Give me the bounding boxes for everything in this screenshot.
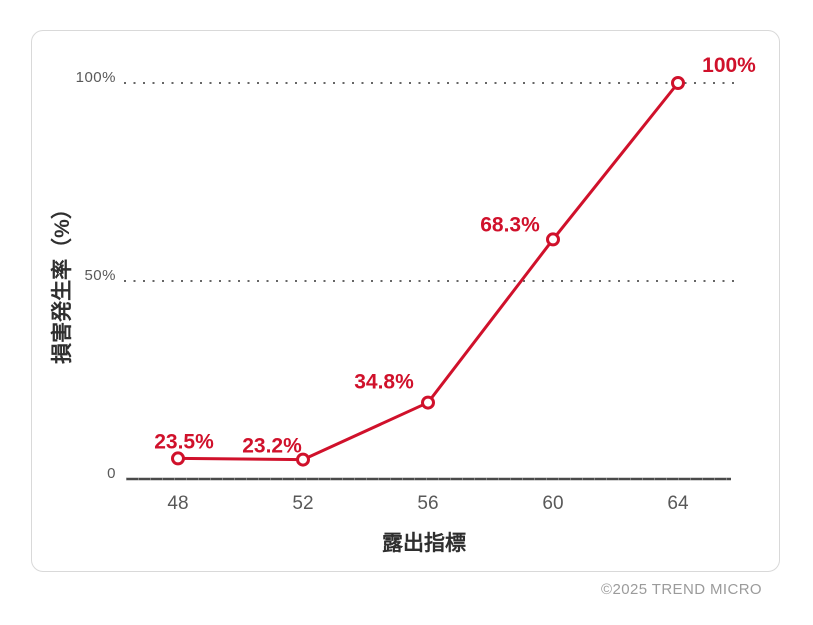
data-point-marker-52 <box>296 452 310 467</box>
copyright-text: ©2025 TREND MICRO <box>601 581 762 598</box>
data-point-label-48: 23.5% <box>154 430 214 453</box>
xtick-label-56: 56 <box>417 493 438 514</box>
line-chart: 0 50% 100% 23.5% 23.2% 34.8% 68.3% 100% 48 52 56 60… <box>50 54 756 555</box>
data-point-label-64: 100% <box>702 54 756 77</box>
data-point-marker-56 <box>421 395 435 410</box>
y-axis-title: 損害発生率（%） <box>50 198 74 364</box>
xtick-label-64: 64 <box>667 493 689 514</box>
data-point-marker-48 <box>171 451 185 466</box>
xtick-label-52: 52 <box>292 493 313 514</box>
data-point-label-56: 34.8% <box>354 371 414 394</box>
ytick-label-0: 0 <box>107 465 116 482</box>
x-axis-title: 露出指標 <box>382 531 466 555</box>
ytick-label-50%: 50% <box>84 267 116 284</box>
data-point-label-60: 68.3% <box>480 213 540 236</box>
xtick-label-48: 48 <box>167 493 188 514</box>
data-point-label-52: 23.2% <box>242 435 302 458</box>
data-point-marker-60 <box>546 232 560 247</box>
xtick-label-60: 60 <box>542 493 563 514</box>
chart-card: 0 50% 100% 23.5% 23.2% 34.8% 68.3% 100% 48 52 56 60… <box>31 30 780 572</box>
ytick-label-100%: 100% <box>76 69 116 86</box>
data-point-marker-64 <box>671 76 685 90</box>
